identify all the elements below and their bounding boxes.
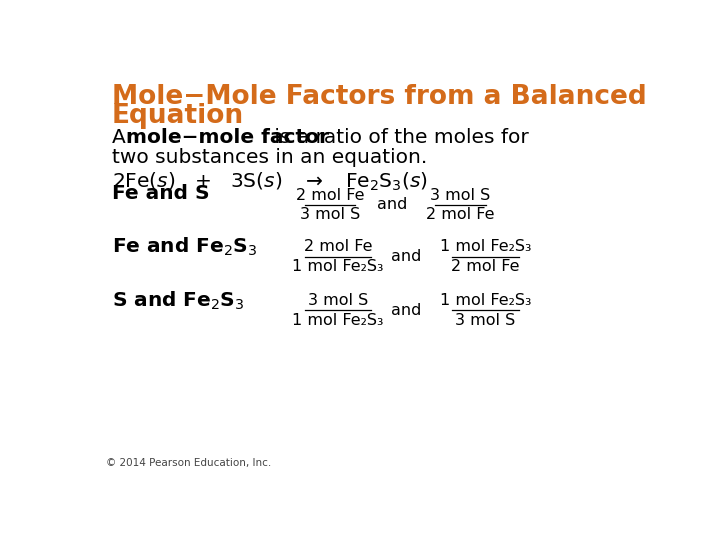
Text: Equation: Equation xyxy=(112,103,244,129)
Text: Mole−Mole Factors from a Balanced: Mole−Mole Factors from a Balanced xyxy=(112,84,647,110)
Text: 1 mol Fe₂S₃: 1 mol Fe₂S₃ xyxy=(439,293,531,308)
Text: S and Fe$_2$S$_3$: S and Fe$_2$S$_3$ xyxy=(112,289,244,312)
Text: two substances in an equation.: two substances in an equation. xyxy=(112,148,427,167)
Text: mole−mole factor: mole−mole factor xyxy=(126,128,328,147)
Text: A: A xyxy=(112,128,132,147)
Text: and: and xyxy=(391,303,421,318)
Text: 2 mol Fe: 2 mol Fe xyxy=(304,239,372,254)
Text: and: and xyxy=(391,249,421,264)
Text: is a ratio of the moles for: is a ratio of the moles for xyxy=(269,128,529,147)
Text: 3 mol S: 3 mol S xyxy=(455,313,516,328)
Text: and: and xyxy=(377,198,408,212)
Text: 3 mol S: 3 mol S xyxy=(300,207,361,222)
Text: 2 mol Fe: 2 mol Fe xyxy=(451,259,520,274)
Text: 2 mol Fe: 2 mol Fe xyxy=(426,207,495,222)
Text: Fe and Fe$_2$S$_3$: Fe and Fe$_2$S$_3$ xyxy=(112,236,257,258)
Text: 3 mol S: 3 mol S xyxy=(431,187,490,202)
Text: Fe and S: Fe and S xyxy=(112,184,210,203)
Text: 3 mol S: 3 mol S xyxy=(308,293,368,308)
Text: 1 mol Fe₂S₃: 1 mol Fe₂S₃ xyxy=(292,313,384,328)
Text: 2Fe($s$)   +   3S($s$)   $\rightarrow$   Fe$_2$S$_3$($s$): 2Fe($s$) + 3S($s$) $\rightarrow$ Fe$_2$S… xyxy=(112,170,428,193)
Text: 2 mol Fe: 2 mol Fe xyxy=(296,187,364,202)
Text: 1 mol Fe₂S₃: 1 mol Fe₂S₃ xyxy=(292,259,384,274)
Text: 1 mol Fe₂S₃: 1 mol Fe₂S₃ xyxy=(439,239,531,254)
Text: © 2014 Pearson Education, Inc.: © 2014 Pearson Education, Inc. xyxy=(106,458,271,468)
